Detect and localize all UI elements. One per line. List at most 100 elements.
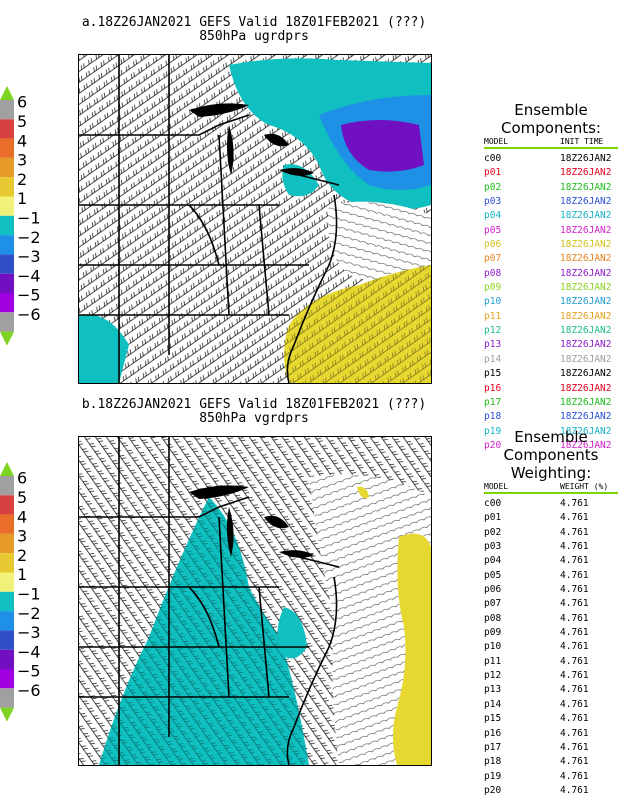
component-model: p11 (484, 310, 502, 322)
component-row: p15 18Z26JAN2 (484, 367, 618, 381)
legend-b-arrow-down (0, 707, 14, 722)
weighting-model: p15 (484, 713, 502, 725)
legend-a-swatch (0, 312, 14, 332)
component-model: p09 (484, 282, 502, 294)
component-model: p12 (484, 325, 502, 337)
weighting-value: 4.761 (560, 584, 589, 596)
component-init-time: 18Z26JAN2 (560, 153, 612, 164)
weighting-heading: Ensemble Components Weighting: (484, 428, 618, 482)
legend-b-swatch (0, 630, 14, 650)
state-borders (79, 437, 340, 765)
weighting-row: p03 4.761 (484, 540, 618, 554)
weighting-model: p19 (484, 770, 502, 782)
legend-a-swatch (0, 273, 14, 293)
legend-a-swatch (0, 196, 14, 216)
panel-b-map-svg (79, 437, 431, 765)
weighting-model: p03 (484, 541, 502, 553)
legend-a-swatch (0, 177, 14, 197)
panel-a-map (78, 54, 432, 384)
components-heading-line2: Components: (501, 119, 601, 137)
components-panel: Ensemble Components: MODEL INIT TIME c00… (484, 101, 618, 453)
legend-a-label: −4 (17, 266, 41, 285)
legend-a-arrow-down (0, 331, 14, 346)
component-model: p19 (484, 425, 502, 437)
legend-a-swatch (0, 138, 14, 158)
components-col-init: INIT TIME (560, 137, 604, 146)
legend-b-label: −1 (17, 584, 41, 603)
weighting-row: p04 4.761 (484, 554, 618, 568)
barbs-over-cyan (99, 497, 309, 765)
legend-b-label: 1 (17, 565, 27, 584)
component-init-time: 18Z26JAN2 (560, 382, 612, 394)
component-init-time: 18Z26JAN2 (560, 353, 612, 365)
legend-a-swatch (0, 254, 14, 274)
legend-a: 6 5 4 3 2 1 −1 −2 −3 −4 −5 −6 (0, 86, 60, 356)
component-init-time: 18Z26JAN2 (560, 368, 612, 380)
component-init-time: 18Z26JAN2 (560, 267, 612, 279)
legend-a-label: 4 (17, 131, 27, 150)
component-row: p16 18Z26JAN2 (484, 382, 618, 396)
weighting-list: c00 4.761 p01 4.761 p02 4.761 p03 4.761 p04 4.761… (484, 494, 618, 798)
component-row: p01 18Z26JAN2 (484, 166, 618, 180)
legend-b-label: −3 (17, 623, 41, 642)
components-list: c00 18Z26JAN2 p01 18Z26JAN2 p02 18Z26JAN2 p03 1… (484, 149, 618, 453)
component-row: p03 18Z26JAN2 (484, 195, 618, 209)
component-model: c00 (484, 153, 502, 164)
weighting-row: p07 4.761 (484, 597, 618, 611)
weighting-heading-line3: Weighting: (510, 464, 592, 482)
weighting-value: 4.761 (560, 641, 589, 653)
legend-b: 6 5 4 3 2 1 −1 −2 −3 −4 −5 −6 (0, 462, 60, 732)
weighting-row: p18 4.761 (484, 755, 618, 769)
weighting-value: 4.761 (560, 541, 589, 553)
component-row: p07 18Z26JAN2 (484, 252, 618, 266)
weighting-value: 4.761 (560, 713, 589, 725)
component-model: p10 (484, 296, 502, 308)
legend-b-swatch (0, 572, 14, 592)
components-heading-line1: Ensemble (514, 101, 588, 119)
component-model: p02 (484, 181, 502, 193)
components-heading: Ensemble Components: (484, 101, 618, 137)
component-init-time: 18Z26JAN2 (560, 325, 612, 337)
component-model: p04 (484, 210, 502, 222)
weighting-row: p01 4.761 (484, 511, 618, 525)
weighting-model: c00 (484, 498, 502, 509)
weighting-value: 4.761 (560, 598, 589, 610)
component-model: p03 (484, 196, 502, 208)
component-model: p06 (484, 239, 502, 251)
components-header: MODEL INIT TIME (484, 137, 618, 149)
weighting-row: p08 4.761 (484, 612, 618, 626)
component-row: p10 18Z26JAN2 (484, 295, 618, 309)
legend-b-label: 6 (17, 469, 27, 488)
weighting-value: 4.761 (560, 655, 589, 667)
weighting-model: p11 (484, 655, 502, 667)
weighting-model: p12 (484, 670, 502, 682)
legend-a-swatch (0, 293, 14, 313)
shade-neg4-northeast (341, 120, 424, 172)
shade-neg1-small (277, 607, 307, 659)
legend-b-swatch (0, 476, 14, 496)
component-model: p18 (484, 411, 502, 423)
panel-a-title: a.18Z26JAN2021 GEFS Valid 18Z01FEB2021 (… (70, 16, 438, 44)
weighting-model: p17 (484, 741, 502, 753)
legend-b-label: −5 (17, 662, 41, 681)
weighting-value: 4.761 (560, 627, 589, 639)
weighting-header: MODEL WEIGHT (%) (484, 482, 618, 494)
component-row: p04 18Z26JAN2 (484, 209, 618, 223)
component-row: p02 18Z26JAN2 (484, 181, 618, 195)
weighting-row: p20 4.761 (484, 784, 618, 798)
legend-b-arrow-up (0, 462, 14, 476)
weighting-row: p15 4.761 (484, 712, 618, 726)
weighting-model: p07 (484, 598, 502, 610)
legend-b-swatch (0, 533, 14, 554)
weighting-value: 4.761 (560, 784, 589, 796)
weighting-model: p20 (484, 784, 502, 796)
legend-b-swatch (0, 649, 14, 669)
panel-b-map (78, 436, 432, 766)
weighting-model: p02 (484, 526, 502, 538)
legend-a-swatch (0, 157, 14, 178)
legend-a-label: −3 (17, 247, 41, 266)
component-model: p17 (484, 396, 502, 408)
legend-b-label: 2 (17, 546, 27, 565)
legend-b-label: −6 (17, 681, 41, 700)
